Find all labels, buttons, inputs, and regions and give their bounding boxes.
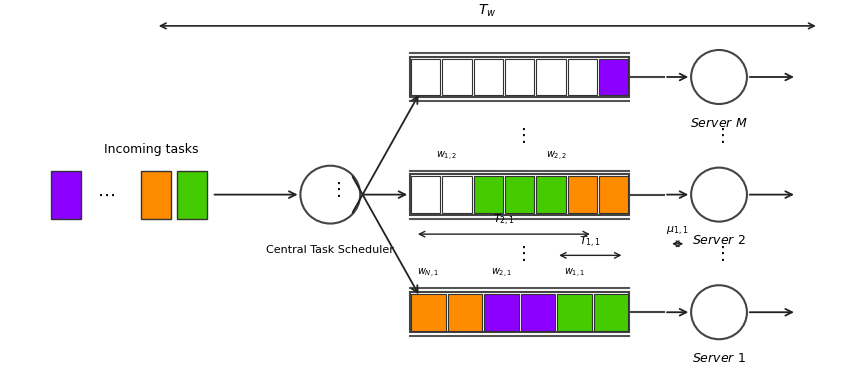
Circle shape (691, 168, 747, 222)
Text: $\mu_{1,1}$: $\mu_{1,1}$ (666, 225, 688, 238)
Bar (411, 59, 440, 95)
Circle shape (691, 50, 747, 104)
Bar (558, 294, 592, 331)
Text: $T_{1,1}$: $T_{1,1}$ (580, 235, 601, 250)
Text: $\vdots$: $\vdots$ (713, 126, 725, 145)
Bar (521, 294, 555, 331)
Bar (473, 59, 503, 95)
Bar (442, 176, 472, 213)
Text: $\cdots$: $\cdots$ (97, 185, 115, 204)
Bar (411, 294, 445, 331)
Text: $\vdots$: $\vdots$ (513, 244, 525, 263)
Bar (568, 59, 597, 95)
Circle shape (300, 166, 360, 223)
Bar (442, 59, 472, 95)
Bar (448, 294, 482, 331)
Bar (410, 57, 629, 97)
Bar (177, 170, 207, 219)
Bar (599, 176, 628, 213)
Bar (141, 170, 171, 219)
Bar (594, 294, 628, 331)
Bar (410, 292, 629, 333)
Text: $w_{1,1}$: $w_{1,1}$ (564, 267, 585, 280)
Text: $T_w$: $T_w$ (478, 3, 496, 19)
Bar (410, 174, 629, 215)
Circle shape (691, 285, 747, 339)
Bar (51, 170, 81, 219)
Text: Central Task Scheduler: Central Task Scheduler (266, 245, 394, 255)
Text: $\mathit{Server\ 1}$: $\mathit{Server\ 1}$ (692, 352, 746, 365)
Text: $w_{2,2}$: $w_{2,2}$ (546, 150, 567, 163)
Bar (505, 176, 535, 213)
Bar (473, 176, 503, 213)
Bar (599, 59, 628, 95)
Bar (568, 176, 597, 213)
Text: $w_{2,1}$: $w_{2,1}$ (490, 267, 513, 280)
Bar (484, 294, 518, 331)
Text: $\mathit{Server\ M}$: $\mathit{Server\ M}$ (690, 116, 748, 129)
Text: $\vdots$: $\vdots$ (513, 126, 525, 145)
Bar (505, 59, 535, 95)
Text: $\mathit{Server\ 2}$: $\mathit{Server\ 2}$ (692, 234, 745, 247)
Text: $T_{2,1}$: $T_{2,1}$ (493, 213, 515, 228)
Text: $w_{1,2}$: $w_{1,2}$ (436, 150, 457, 163)
Text: $w_{N,1}$: $w_{N,1}$ (417, 267, 439, 280)
Text: $\vdots$: $\vdots$ (329, 180, 341, 199)
Text: Incoming tasks: Incoming tasks (104, 143, 198, 156)
Bar (411, 176, 440, 213)
Bar (536, 176, 566, 213)
Bar (536, 59, 566, 95)
Text: $\vdots$: $\vdots$ (713, 244, 725, 263)
